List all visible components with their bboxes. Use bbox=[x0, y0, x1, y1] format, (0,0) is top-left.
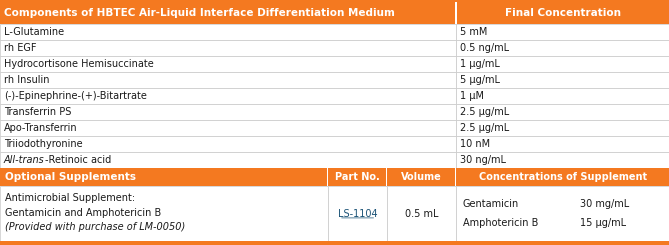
Text: L-Glutamine: L-Glutamine bbox=[4, 27, 64, 37]
Text: 5 μg/mL: 5 μg/mL bbox=[460, 75, 500, 85]
Text: Hydrocortisone Hemisuccinate: Hydrocortisone Hemisuccinate bbox=[4, 59, 154, 69]
Bar bbox=[0, 104, 456, 120]
Bar bbox=[456, 186, 669, 241]
Text: 0.5 mL: 0.5 mL bbox=[405, 208, 439, 219]
Bar bbox=[0, 24, 456, 40]
Text: 10 nM: 10 nM bbox=[460, 139, 490, 149]
Bar bbox=[0, 136, 456, 152]
Text: 2.5 μg/mL: 2.5 μg/mL bbox=[460, 107, 510, 117]
Text: Part No.: Part No. bbox=[335, 172, 380, 182]
Text: 1 μg/mL: 1 μg/mL bbox=[460, 59, 500, 69]
Bar bbox=[328, 168, 387, 186]
Text: 30 mg/mL: 30 mg/mL bbox=[579, 199, 629, 209]
Bar bbox=[387, 168, 388, 186]
Text: Amphotericin B: Amphotericin B bbox=[463, 218, 539, 228]
Text: (Provided with purchase of LM-0050): (Provided with purchase of LM-0050) bbox=[5, 222, 185, 232]
Bar bbox=[0, 88, 456, 104]
Bar bbox=[327, 168, 328, 186]
Text: 1 μM: 1 μM bbox=[460, 91, 484, 101]
Text: -Retinoic acid: -Retinoic acid bbox=[45, 155, 111, 165]
Bar bbox=[456, 24, 669, 40]
Text: Optional Supplements: Optional Supplements bbox=[5, 172, 136, 182]
Text: LS-1104: LS-1104 bbox=[338, 208, 377, 219]
Bar bbox=[456, 152, 669, 168]
Text: All-trans: All-trans bbox=[4, 155, 45, 165]
Bar bbox=[0, 241, 669, 245]
Bar bbox=[456, 168, 669, 186]
Bar bbox=[0, 0, 669, 2]
Text: Components of HBTEC Air-Liquid Interface Differentiation Medium: Components of HBTEC Air-Liquid Interface… bbox=[4, 8, 395, 18]
Text: Antimicrobial Supplement:: Antimicrobial Supplement: bbox=[5, 193, 135, 203]
Text: rh EGF: rh EGF bbox=[4, 43, 37, 53]
Bar bbox=[0, 40, 456, 56]
Bar bbox=[328, 186, 387, 241]
Bar bbox=[387, 186, 456, 241]
Bar bbox=[456, 2, 457, 24]
Text: 2.5 μg/mL: 2.5 μg/mL bbox=[460, 123, 510, 133]
Text: (-)-Epinephrine-(+)-Bitartrate: (-)-Epinephrine-(+)-Bitartrate bbox=[4, 91, 147, 101]
Bar bbox=[456, 72, 669, 88]
Text: 5 mM: 5 mM bbox=[460, 27, 488, 37]
Text: 30 ng/mL: 30 ng/mL bbox=[460, 155, 506, 165]
Text: Volume: Volume bbox=[401, 172, 442, 182]
Bar bbox=[0, 168, 328, 186]
Bar bbox=[0, 72, 456, 88]
Bar bbox=[0, 56, 456, 72]
Bar bbox=[456, 120, 669, 136]
Text: Concentrations of Supplement: Concentrations of Supplement bbox=[478, 172, 647, 182]
Bar bbox=[0, 120, 456, 136]
Bar bbox=[456, 88, 669, 104]
Text: Triiodothyronine: Triiodothyronine bbox=[4, 139, 83, 149]
Text: Gentamicin and Amphotericin B: Gentamicin and Amphotericin B bbox=[5, 208, 161, 218]
Bar bbox=[456, 2, 669, 24]
Bar bbox=[456, 56, 669, 72]
Bar bbox=[387, 168, 456, 186]
Bar bbox=[456, 104, 669, 120]
Bar bbox=[456, 136, 669, 152]
Text: rh Insulin: rh Insulin bbox=[4, 75, 50, 85]
Bar bbox=[0, 152, 456, 168]
Bar bbox=[456, 168, 457, 186]
Text: Transferrin PS: Transferrin PS bbox=[4, 107, 72, 117]
Bar bbox=[0, 2, 456, 24]
Text: Apo-Transferrin: Apo-Transferrin bbox=[4, 123, 78, 133]
Text: Final Concentration: Final Concentration bbox=[504, 8, 621, 18]
Bar bbox=[456, 40, 669, 56]
Text: 0.5 ng/mL: 0.5 ng/mL bbox=[460, 43, 509, 53]
Text: 15 μg/mL: 15 μg/mL bbox=[579, 218, 626, 228]
Text: Gentamicin: Gentamicin bbox=[463, 199, 519, 209]
Bar bbox=[0, 186, 328, 241]
